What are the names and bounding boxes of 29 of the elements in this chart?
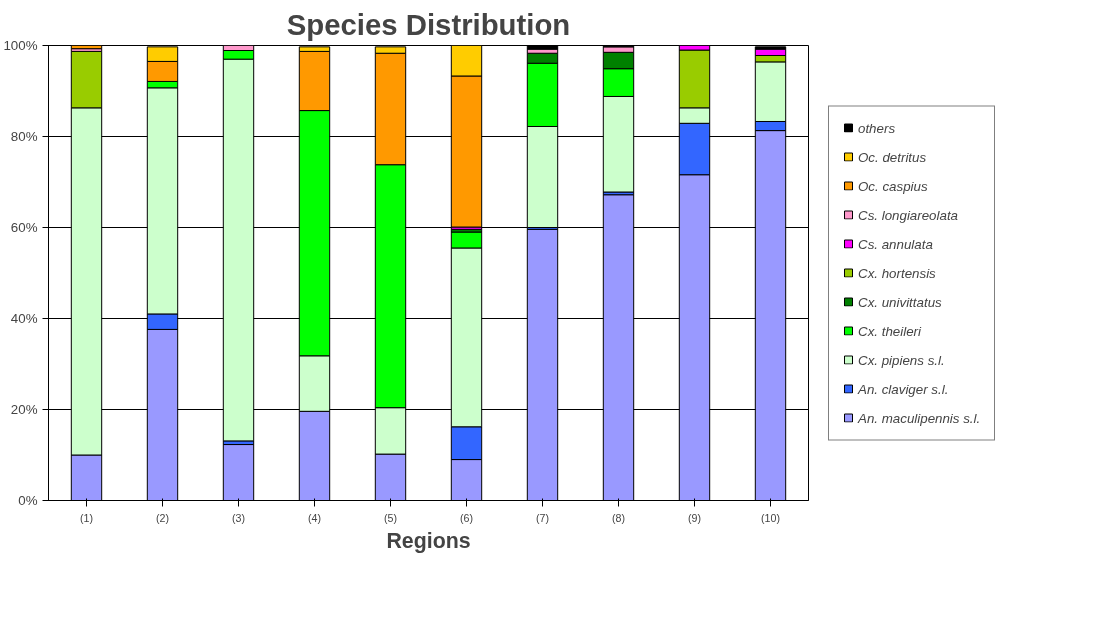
- x-tick-label: (8): [611, 511, 626, 524]
- legend-label: Cx. univittatus: [858, 294, 942, 309]
- x-tick-label: (4): [307, 511, 322, 524]
- legend-label: Oc. caspius: [858, 178, 928, 193]
- chart-title: Species Distribution: [286, 7, 571, 41]
- y-tick-label: 0%: [18, 493, 38, 508]
- legend-label: An. maculipennis s.l.: [858, 410, 981, 425]
- x-tick-label: (10): [761, 511, 780, 524]
- x-tick-label: (1): [79, 511, 94, 524]
- legend-label: Cs. longiareolata: [858, 207, 959, 222]
- legend-label: Cx. hortensis: [858, 265, 936, 280]
- x-tick-label: (3): [231, 511, 246, 524]
- x-tick-label: (9): [687, 511, 702, 524]
- y-tick-label: 20%: [10, 402, 38, 417]
- legend-label: An. claviger s.l.: [858, 381, 949, 396]
- legend-label: Oc. detritus: [858, 149, 927, 164]
- y-tick-label: 60%: [10, 220, 38, 235]
- legend-label: others: [858, 120, 896, 135]
- x-tick-label: (7): [535, 511, 550, 524]
- x-axis-title: Regions: [386, 528, 471, 553]
- x-tick-label: (2): [155, 511, 170, 524]
- legend-label: Cx. theileri: [858, 323, 921, 338]
- y-tick-label: 80%: [10, 129, 38, 144]
- x-tick-label: (5): [383, 511, 398, 524]
- legend-label: Cs. annulata: [858, 236, 933, 251]
- x-tick-label: (6): [459, 511, 474, 524]
- y-tick-label: 100%: [3, 38, 38, 53]
- y-tick-label: 40%: [10, 311, 38, 326]
- legend-label: Cx. pipiens s.l.: [858, 352, 945, 367]
